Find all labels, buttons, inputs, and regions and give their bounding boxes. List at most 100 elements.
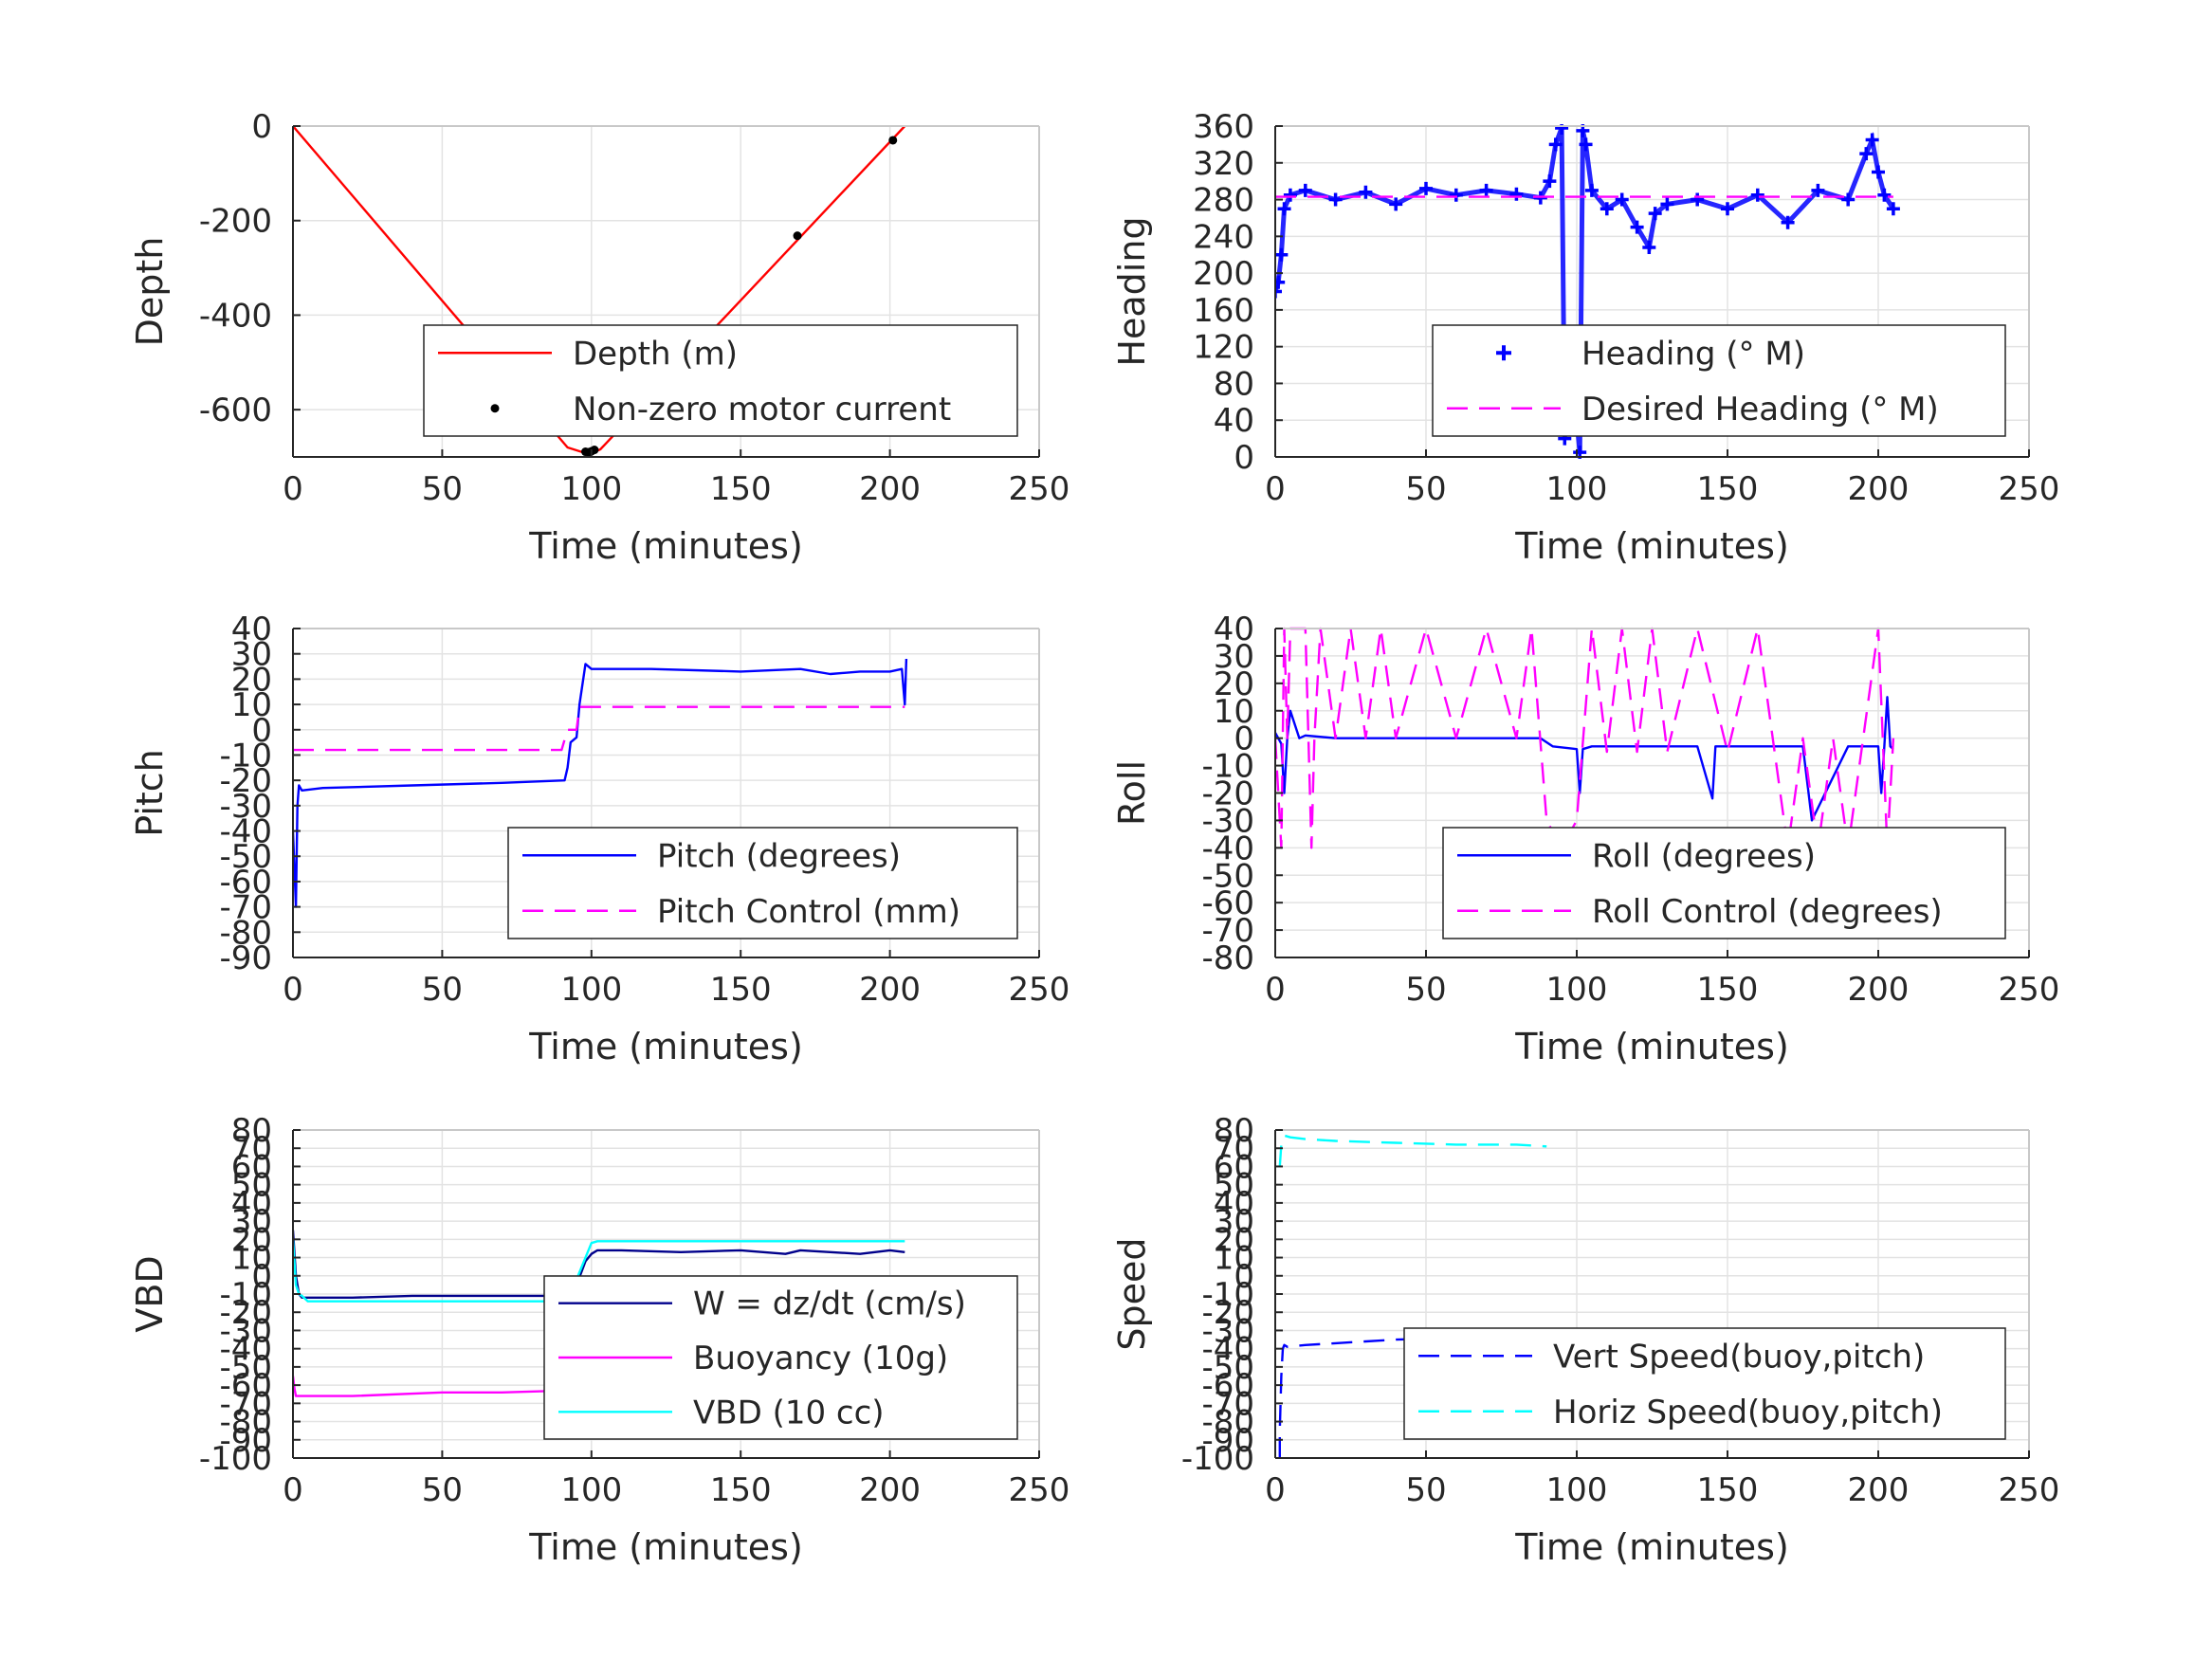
x-axis-label: Time (minutes): [528, 1526, 803, 1568]
x-tick-label: 100: [560, 470, 622, 508]
series-1-marker: [1660, 197, 1674, 211]
y-tick-label: -10: [219, 1276, 272, 1314]
series-1-marker: [1642, 240, 1656, 254]
y-tick-label: -40: [1201, 1331, 1254, 1369]
y-tick-label: 320: [1193, 145, 1254, 183]
y-tick-label: -30: [219, 788, 272, 826]
legend-label: Non-zero motor current: [573, 391, 951, 428]
legend-label: VBD (10 cc): [693, 1394, 885, 1431]
y-tick-label: 360: [1193, 108, 1254, 146]
y-tick-label: -20: [1201, 1294, 1254, 1332]
series-1-marker: [1543, 174, 1557, 189]
series-2-line: [293, 1376, 562, 1397]
y-tick-label: 70: [231, 1130, 272, 1168]
y-tick-label: -60: [1201, 884, 1254, 922]
y-tick-label: 30: [231, 1203, 272, 1241]
chart-heading: 0 50 100 150 200 2500408012016020024028032036…: [1111, 108, 2059, 567]
legend: Depth (m) Non-zero motor current: [423, 324, 1018, 437]
y-tick-label: -600: [199, 392, 272, 429]
y-tick-label: -70: [219, 889, 272, 927]
x-tick-label: 250: [1999, 470, 2060, 508]
y-tick-label: 10: [1214, 693, 1254, 731]
legend-label: Vert Speed(buoy,pitch): [1553, 1338, 1925, 1376]
y-tick-label: -40: [1201, 830, 1254, 867]
series-1-marker: [1750, 188, 1764, 202]
x-tick-label: 50: [1405, 470, 1446, 508]
series-1-marker: [1811, 183, 1825, 197]
y-tick-label: 60: [1214, 1148, 1254, 1186]
y-tick-label: -20: [219, 1294, 272, 1332]
y-tick-label: 0: [251, 712, 272, 750]
y-tick-label: -70: [1201, 1385, 1254, 1423]
y-tick-label: -90: [219, 1422, 272, 1460]
legend-label: Buoyancy (10g): [693, 1340, 948, 1377]
y-tick-label: 10: [231, 686, 272, 724]
y-tick-label: 240: [1193, 218, 1254, 256]
y-tick-label: 10: [231, 1240, 272, 1278]
legend-swatch: [490, 404, 500, 413]
x-tick-label: 0: [1265, 470, 1286, 508]
y-tick-label: 0: [251, 1258, 272, 1296]
y-tick-label: 80: [1214, 365, 1254, 403]
series-1-marker: [1859, 147, 1874, 161]
y-tick-label: 60: [231, 1148, 272, 1186]
series-1-marker: [1865, 133, 1879, 147]
y-tick-label: -10: [1201, 748, 1254, 786]
y-tick-label: -100: [1181, 1440, 1254, 1478]
y-tick-label: -70: [219, 1385, 272, 1423]
chart-speed: 0 50 100 150 200 250-100-90-80-70-60-50-40-30…: [1111, 1112, 2059, 1568]
y-axis-label: Roll: [1111, 760, 1153, 826]
y-tick-label: -30: [1201, 802, 1254, 840]
chart-roll: 0 50 100 150 200 250-80-70-60-50-40-30-20-100…: [1111, 611, 2059, 1067]
legend-box: [1403, 1327, 2006, 1440]
y-tick-label: 280: [1193, 182, 1254, 220]
y-tick-label: -60: [1201, 1367, 1254, 1405]
chart-vbd: 0 50 100 150 200 250-100-90-80-70-60-50-40-30…: [129, 1112, 1069, 1568]
legend-box: [1442, 827, 2006, 939]
y-axis-label: Depth: [129, 237, 171, 347]
y-tick-label: -50: [1201, 857, 1254, 895]
series-1-marker: [1781, 215, 1795, 229]
y-tick-label: 20: [1214, 665, 1254, 703]
y-tick-label: 20: [231, 1221, 272, 1259]
y-tick-label: 30: [1214, 1203, 1254, 1241]
legend: Roll (degrees) Roll Control (degrees): [1442, 827, 2006, 939]
x-tick-label: 0: [283, 971, 303, 1009]
x-tick-label: 0: [283, 470, 303, 508]
x-tick-label: 50: [422, 1471, 463, 1509]
y-tick-label: -70: [1201, 912, 1254, 950]
x-tick-label: 200: [1848, 971, 1910, 1009]
series-1-marker: [1555, 124, 1569, 135]
y-tick-label: -60: [219, 1367, 272, 1405]
series-1-marker: [1630, 220, 1644, 234]
series-1-marker: [1275, 275, 1286, 289]
y-tick-label: -60: [219, 864, 272, 902]
x-tick-label: 100: [1546, 971, 1608, 1009]
legend-label: Heading (° M): [1581, 335, 1805, 373]
y-tick-label: -30: [1201, 1312, 1254, 1350]
series-1-marker: [1359, 185, 1373, 199]
x-tick-label: 100: [560, 1471, 622, 1509]
x-tick-label: 100: [560, 971, 622, 1009]
legend-box: [1432, 324, 2006, 437]
y-tick-label: 0: [1234, 720, 1254, 758]
y-tick-label: 0: [251, 108, 272, 146]
x-axis-label: Time (minutes): [1514, 1526, 1789, 1568]
y-tick-label: -50: [1201, 1349, 1254, 1387]
series-1-marker: [1615, 192, 1629, 207]
y-tick-label: -100: [199, 1440, 272, 1478]
x-tick-label: 250: [1009, 1471, 1070, 1509]
x-tick-label: 200: [859, 971, 921, 1009]
legend-label: Roll (degrees): [1592, 837, 1816, 875]
series-1-marker: [1275, 247, 1289, 262]
legend-label: Roll Control (degrees): [1592, 893, 1943, 931]
x-tick-label: 100: [1546, 1471, 1608, 1509]
series-1-marker: [1648, 207, 1662, 221]
legend-label: Desired Heading (° M): [1581, 391, 1939, 428]
y-tick-label: 200: [1193, 255, 1254, 293]
series-1-marker: [1283, 188, 1297, 202]
y-tick-label: 80: [1214, 1112, 1254, 1150]
x-tick-label: 200: [1848, 470, 1910, 508]
y-tick-label: -50: [219, 1349, 272, 1387]
